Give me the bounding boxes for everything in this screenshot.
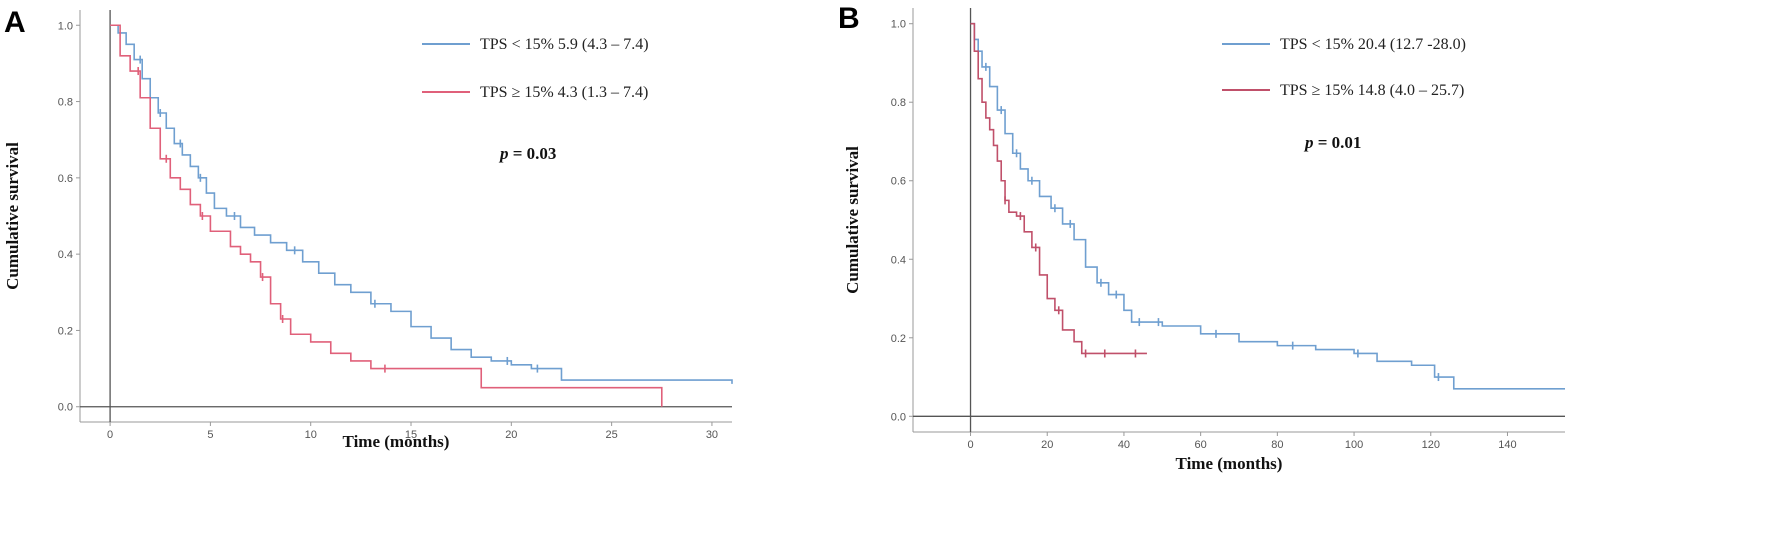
chart-panel-b: B 0.0 0.2 0.4 0.6 0.8 1.0 0 20 40 60 80 100 120 140 Tim… bbox=[838, 2, 1565, 473]
panel-label: B bbox=[838, 2, 860, 35]
series-tps-low bbox=[970, 22, 1565, 390]
x-tick-label: 5 bbox=[207, 429, 213, 441]
survival-curve bbox=[970, 22, 1565, 390]
y-tick-label: 0.8 bbox=[58, 97, 73, 109]
x-tick-label: 100 bbox=[1345, 439, 1363, 451]
x-axis-title: Time (months) bbox=[1176, 454, 1283, 473]
x-tick-label: 30 bbox=[706, 429, 718, 441]
y-tick-label: 0.6 bbox=[58, 173, 73, 185]
legend-label: TPS < 15% 20.4 (12.7 -28.0) bbox=[1280, 36, 1466, 53]
series-tps-high bbox=[970, 22, 1147, 358]
x-tick-label: 40 bbox=[1118, 439, 1130, 451]
x-tick-label: 60 bbox=[1195, 439, 1207, 451]
x-tick-label: 80 bbox=[1271, 439, 1283, 451]
y-tick-label: 0.4 bbox=[891, 254, 906, 266]
y-axis-title: Cumulative survival bbox=[843, 146, 862, 294]
p-value-annotation: p = 0.03 bbox=[498, 144, 556, 163]
y-tick-label: 0.4 bbox=[58, 249, 73, 261]
x-tick-label: 120 bbox=[1422, 439, 1440, 451]
legend-label: TPS ≥ 15% 14.8 (4.0 – 25.7) bbox=[1280, 82, 1464, 99]
y-axis-title: Cumulative survival bbox=[3, 142, 22, 290]
y-tick-label: 0.8 bbox=[891, 97, 906, 109]
y-tick-label: 0.2 bbox=[891, 333, 906, 345]
p-symbol: p bbox=[498, 144, 509, 163]
p-value-annotation: p = 0.01 bbox=[1303, 133, 1361, 152]
p-value: = 0.01 bbox=[1314, 133, 1362, 152]
y-tick-label: 0.2 bbox=[58, 325, 73, 337]
chart-panel-a: A 0.0 0.2 0.4 0.6 0.8 1.0 0 5 10 15 20 25 30 Time (mon… bbox=[3, 6, 733, 451]
survival-curve bbox=[970, 22, 1147, 355]
p-value: = 0.03 bbox=[509, 144, 557, 163]
x-axis-title: Time (months) bbox=[343, 432, 450, 451]
p-symbol: p bbox=[1303, 133, 1314, 152]
y-tick-label: 1.0 bbox=[891, 19, 906, 31]
x-tick-label: 15 bbox=[405, 429, 417, 441]
x-tick-label: 25 bbox=[606, 429, 618, 441]
x-tick-label: 0 bbox=[107, 429, 113, 441]
legend-label: TPS ≥ 15% 4.3 (1.3 – 7.4) bbox=[480, 84, 648, 101]
survival-curve bbox=[110, 24, 663, 407]
panel-label: A bbox=[4, 6, 26, 39]
y-tick-label: 0.0 bbox=[891, 411, 906, 423]
x-tick-label: 140 bbox=[1498, 439, 1516, 451]
y-tick-label: 1.0 bbox=[58, 20, 73, 32]
series-tps-high bbox=[110, 24, 663, 407]
legend-label: TPS < 15% 5.9 (4.3 – 7.4) bbox=[480, 36, 649, 53]
x-tick-label: 20 bbox=[1041, 439, 1053, 451]
y-tick-label: 0.6 bbox=[891, 176, 906, 188]
series-tps-low bbox=[110, 24, 733, 384]
survival-curve bbox=[110, 24, 733, 384]
x-tick-label: 0 bbox=[967, 439, 973, 451]
x-tick-label: 10 bbox=[305, 429, 317, 441]
x-tick-label: 20 bbox=[505, 429, 517, 441]
y-tick-label: 0.0 bbox=[58, 402, 73, 414]
